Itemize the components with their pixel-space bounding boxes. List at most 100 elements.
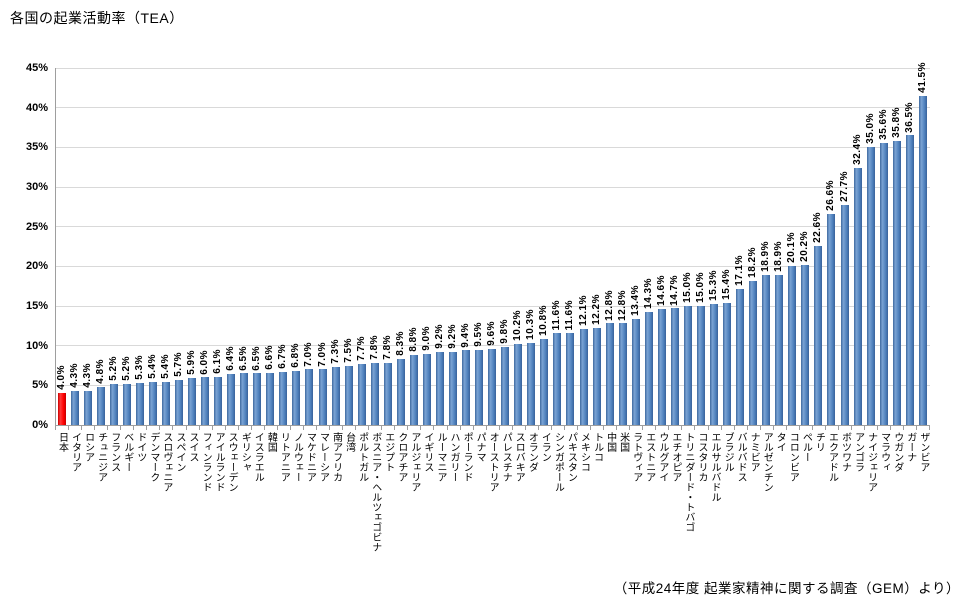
bar-slot: 14.7% エチオピア xyxy=(668,68,681,482)
bar-category-label: デンマーク xyxy=(147,432,159,482)
bar-category-label: マケドニア xyxy=(304,432,316,482)
bar-category-label: トルコ xyxy=(591,432,603,462)
x-axis-tick xyxy=(511,426,513,430)
bar-category-label: コロンビア xyxy=(787,432,799,482)
bar-slot: 7.8% エジプト xyxy=(381,68,394,472)
bar-category-label: スイス xyxy=(187,432,199,462)
bar xyxy=(83,390,92,425)
bar-category-label: ボスニア・ヘルツェゴビナ xyxy=(369,432,381,552)
bar-slot: 12.2% トルコ xyxy=(590,68,603,462)
bar-value-label: 15.0% xyxy=(694,272,706,303)
bar-value-label: 32.4% xyxy=(851,134,863,165)
bar-slot: 6.8% ノルウェー xyxy=(290,68,303,482)
bar xyxy=(227,374,236,425)
bar-category-label: トリニダード・トバゴ xyxy=(682,432,694,532)
x-axis-tick xyxy=(289,426,291,430)
bar-category-label: バルバドス xyxy=(735,432,747,482)
bar-category-label: パレスチナ xyxy=(500,432,512,482)
x-axis-tick xyxy=(890,426,892,430)
bar-value-label: 7.0% xyxy=(316,341,328,367)
x-axis-tick xyxy=(368,426,370,430)
bar-category-label: クロアチア xyxy=(395,432,407,482)
bar-value-label: 5.3% xyxy=(133,355,145,380)
bar-category-label: エジプト xyxy=(382,432,394,472)
bar-category-label: パナマ xyxy=(474,432,486,462)
bar-value-label: 7.5% xyxy=(342,337,354,363)
bar-category-label: スロバキア xyxy=(513,432,525,482)
bar-category-label: スロヴェニア xyxy=(160,432,172,492)
bar-value-label: 9.5% xyxy=(473,321,485,347)
x-axis-tick xyxy=(772,426,774,430)
bar-category-label: ウガンダ xyxy=(891,432,903,472)
y-axis-tick-label: 35% xyxy=(25,141,48,154)
bar xyxy=(749,280,758,425)
bar-slot: 35.8% ウガンダ xyxy=(890,68,903,472)
bar-slot: 5.4% スロヴェニア xyxy=(159,68,172,492)
bar-slot: 36.5% ガーナ xyxy=(903,68,916,462)
bar xyxy=(696,306,705,425)
x-axis-tick xyxy=(472,426,474,430)
bar xyxy=(579,329,588,425)
bar-category-label: アンゴラ xyxy=(852,432,864,472)
bar-category-label: アイルランド xyxy=(213,432,225,492)
bar xyxy=(435,352,444,425)
bar xyxy=(253,373,262,425)
bar xyxy=(122,383,131,425)
bar xyxy=(462,350,471,425)
bar-slot: 6.5% ギリシャ xyxy=(238,68,251,472)
bar-category-label: パキスタン xyxy=(565,432,577,482)
bar-slot: 15.3% エルサルバドル xyxy=(708,68,721,502)
x-axis-tick xyxy=(824,426,826,430)
bar-value-label: 18.2% xyxy=(747,246,759,278)
x-axis-tick xyxy=(68,426,70,430)
bar-category-label: ガーナ xyxy=(904,432,916,462)
bar-value-label: 9.2% xyxy=(447,324,459,350)
bar-value-label: 12.8% xyxy=(616,289,628,321)
bar xyxy=(449,352,458,425)
x-axis-tick xyxy=(798,426,800,430)
bar-value-label: 10.8% xyxy=(538,305,550,337)
bar-slot: 8.3% クロアチア xyxy=(394,68,407,482)
x-axis-tick xyxy=(864,426,866,430)
x-axis-tick xyxy=(642,426,644,430)
bar-category-label: イタリア xyxy=(69,432,81,472)
x-axis-tick xyxy=(811,426,813,430)
bar xyxy=(188,378,197,425)
bar xyxy=(840,205,849,425)
bar-value-label: 35.8% xyxy=(890,107,902,138)
bar-category-label: 南アフリカ xyxy=(330,432,342,482)
bar xyxy=(801,264,810,425)
bar-slot: 9.4% ポーランド xyxy=(460,68,473,482)
bar xyxy=(866,147,875,425)
bar-category-label: タイ xyxy=(774,432,786,452)
y-axis-tick-label: 40% xyxy=(25,101,48,114)
bar xyxy=(644,311,653,425)
y-axis-tick-label: 20% xyxy=(25,260,48,273)
bar-value-label: 4.3% xyxy=(68,363,80,388)
bar xyxy=(96,386,105,425)
x-axis-tick xyxy=(329,426,331,430)
bar-value-label: 5.2% xyxy=(107,355,119,381)
bar-value-label: 12.1% xyxy=(577,295,589,327)
bar-value-label: 13.4% xyxy=(629,284,641,316)
bar-slot: 35.6% マラウィ xyxy=(877,68,890,472)
x-axis-tick xyxy=(237,426,239,430)
bar-slot: 20.2% ペルー xyxy=(799,68,812,462)
x-axis-tick xyxy=(746,426,748,430)
bar xyxy=(396,359,405,425)
bar-value-label: 11.6% xyxy=(551,299,563,330)
x-axis-tick xyxy=(420,426,422,430)
bar-category-label: チュニジア xyxy=(95,432,107,482)
bar xyxy=(214,376,223,425)
bar-slot: 27.7% ボツワナ xyxy=(838,68,851,472)
bar-category-label: アルジェリア xyxy=(408,432,420,492)
y-axis-line xyxy=(55,68,56,426)
bar-slot: 5.2% フランス xyxy=(107,68,120,472)
bar-category-label: ペルー xyxy=(800,432,812,462)
bar-slot: 15.0% コスタリカ xyxy=(694,68,707,482)
bar-slot: 6.6% 韓国 xyxy=(264,68,277,452)
x-axis-tick xyxy=(342,426,344,430)
bar xyxy=(240,373,249,425)
bar xyxy=(879,142,888,425)
bar-slot: 7.0% マケドニア xyxy=(303,68,316,482)
